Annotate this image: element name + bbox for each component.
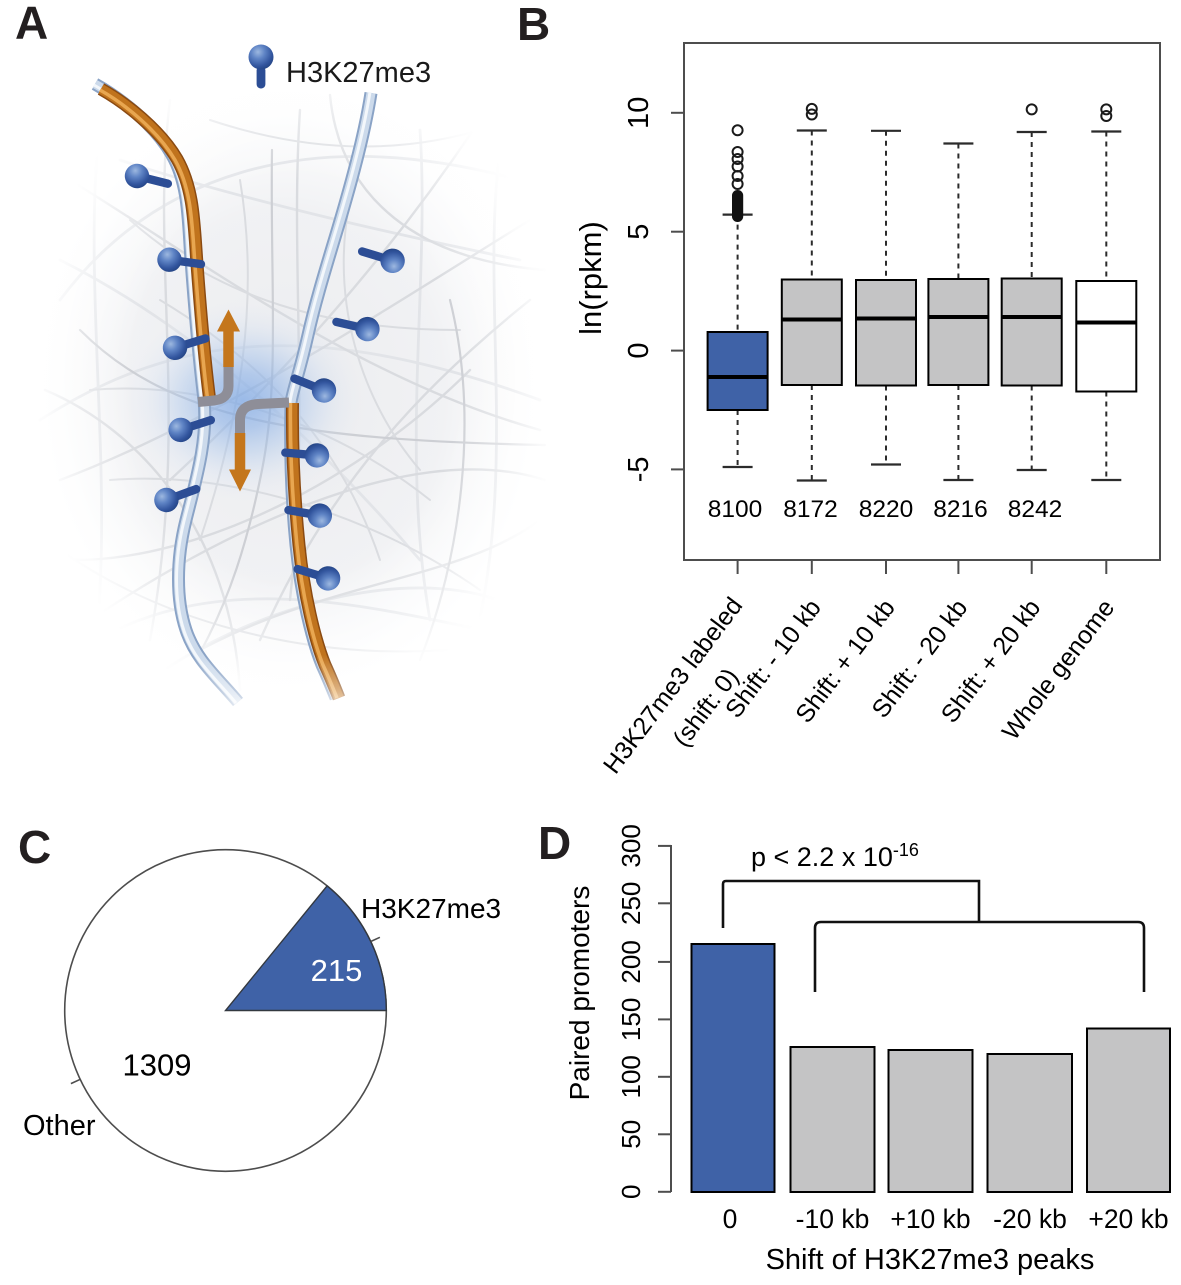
svg-text:A: A [15,0,48,49]
svg-text:300: 300 [616,824,646,867]
svg-text:-10 kb: -10 kb [796,1204,870,1234]
svg-text:+10 kb: +10 kb [890,1204,970,1234]
svg-text:Paired promoters: Paired promoters [564,886,595,1101]
svg-text:50: 50 [616,1120,646,1149]
svg-text:1309: 1309 [123,1048,192,1083]
svg-text:215: 215 [311,953,363,988]
svg-text:B: B [517,0,550,50]
svg-text:250: 250 [616,882,646,925]
svg-text:D: D [538,817,571,869]
svg-text:Shift of H3K27me3 peaks: Shift of H3K27me3 peaks [766,1244,1095,1276]
svg-text:200: 200 [616,940,646,983]
svg-text:H3K27me3: H3K27me3 [286,57,431,89]
svg-text:8172: 8172 [783,496,838,523]
svg-text:Other: Other [23,1110,96,1142]
svg-text:+20 kb: +20 kb [1088,1204,1168,1234]
svg-text:-20 kb: -20 kb [993,1204,1067,1234]
svg-text:0: 0 [623,343,655,359]
svg-text:H3K27me3: H3K27me3 [361,893,501,924]
svg-text:C: C [18,821,51,873]
svg-text:ln(rpkm): ln(rpkm) [573,221,608,335]
svg-text:8216: 8216 [933,496,988,523]
svg-text:0: 0 [616,1185,646,1199]
svg-text:100: 100 [616,1055,646,1098]
svg-text:8242: 8242 [1008,496,1063,523]
svg-text:5: 5 [623,224,655,240]
svg-text:0: 0 [723,1204,738,1234]
svg-text:150: 150 [616,998,646,1041]
svg-text:8220: 8220 [859,496,914,523]
svg-text:p < 2.2 x 10-16: p < 2.2 x 10-16 [751,840,919,872]
svg-text:10: 10 [623,97,655,129]
svg-text:8100: 8100 [708,496,763,523]
svg-text:-5: -5 [623,457,655,483]
